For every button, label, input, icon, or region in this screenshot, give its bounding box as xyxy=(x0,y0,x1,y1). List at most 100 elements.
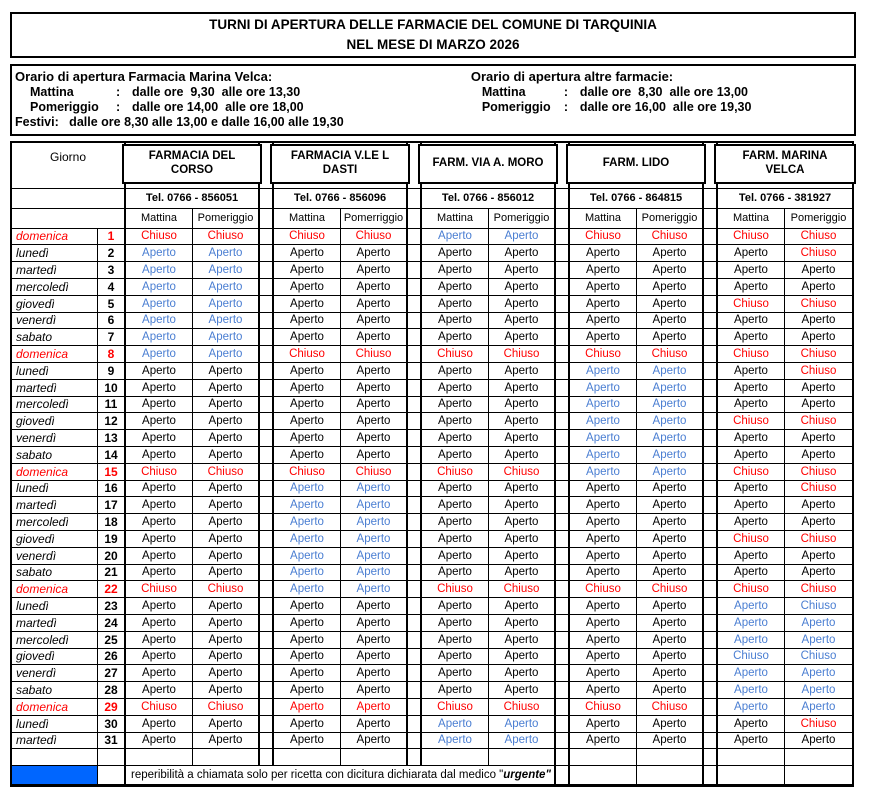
status-cell: Aperto xyxy=(341,413,408,431)
status-cell: Aperto xyxy=(274,278,341,296)
day-name-cell: lunedì xyxy=(12,362,98,380)
status-cell: Aperto xyxy=(341,396,408,414)
status-cell: Aperto xyxy=(637,598,704,615)
tel-cell: Tel. 0766 - 856012 xyxy=(422,188,556,209)
pharmacy-name-box: FARMACIA V.LE L DASTI xyxy=(270,143,410,184)
separator-cell xyxy=(260,665,274,683)
status-cell: Aperto xyxy=(570,598,637,615)
separator-cell xyxy=(260,245,274,263)
status-cell: Aperto xyxy=(637,329,704,347)
status-cell: Aperto xyxy=(274,379,341,397)
status-cell: Aperto xyxy=(193,446,260,464)
status-cell: Aperto xyxy=(570,362,637,380)
separator-cell xyxy=(260,463,274,481)
pharmacy-name-box: FARM. MARINA VELCA xyxy=(714,143,856,184)
status-cell: Chiuso xyxy=(785,296,852,313)
status-cell: Aperto xyxy=(193,665,260,683)
day-number-cell: 2 xyxy=(98,245,126,263)
status-cell: Chiuso xyxy=(718,346,785,363)
status-cell: Aperto xyxy=(193,530,260,548)
tel-cell: Tel. 0766 - 864815 xyxy=(570,188,704,209)
status-cell: Aperto xyxy=(422,564,489,582)
day-number-cell: 13 xyxy=(98,430,126,447)
status-cell: Aperto xyxy=(341,480,408,498)
status-cell: Chiuso xyxy=(637,228,704,246)
status-cell: Aperto xyxy=(489,446,556,464)
day-name-cell: martedì xyxy=(12,497,98,515)
status-cell: Aperto xyxy=(126,396,193,414)
separator-cell xyxy=(704,312,718,330)
status-cell: Aperto xyxy=(193,631,260,649)
day-name-cell: domenica xyxy=(12,228,98,246)
separator-cell xyxy=(260,278,274,296)
day-name-cell: domenica xyxy=(12,346,98,363)
status-cell: Aperto xyxy=(193,278,260,296)
separator-cell xyxy=(260,228,274,246)
hours-altre-pomeriggio: Pomeriggio : dalle ore 16,00 alle ore 19… xyxy=(468,100,854,115)
hours-festivi: Festivi: dalle ore 8,30 alle 13,00 e dal… xyxy=(15,114,344,129)
separator-cell xyxy=(260,362,274,380)
status-cell: Aperto xyxy=(718,598,785,615)
status-cell: Aperto xyxy=(193,413,260,431)
status-cell: Aperto xyxy=(637,430,704,447)
status-cell: Aperto xyxy=(274,362,341,380)
status-cell: Aperto xyxy=(718,698,785,716)
status-cell: Aperto xyxy=(126,379,193,397)
status-cell: Aperto xyxy=(341,329,408,347)
status-cell: Aperto xyxy=(637,614,704,632)
day-name-cell: domenica xyxy=(12,698,98,716)
status-cell: Aperto xyxy=(193,346,260,363)
status-cell: Aperto xyxy=(422,682,489,699)
separator-cell xyxy=(704,564,718,582)
status-cell: Aperto xyxy=(274,698,341,716)
separator-cell xyxy=(408,614,422,632)
empty-cell xyxy=(785,749,852,767)
separator-cell xyxy=(260,547,274,565)
status-cell: Aperto xyxy=(274,547,341,565)
separator-cell xyxy=(408,295,422,313)
status-cell: Aperto xyxy=(126,413,193,431)
day-name-cell: venerdì xyxy=(12,430,98,447)
status-cell: Aperto xyxy=(422,715,489,733)
status-cell: Aperto xyxy=(637,463,704,481)
status-cell: Aperto xyxy=(422,312,489,330)
status-cell: Aperto xyxy=(718,497,785,515)
day-name-cell: giovedì xyxy=(12,648,98,666)
separator-cell xyxy=(260,430,274,447)
separator-cell xyxy=(704,682,718,699)
empty-cell xyxy=(718,766,785,786)
separator-cell xyxy=(260,631,274,649)
status-cell: Aperto xyxy=(193,598,260,615)
status-cell: Aperto xyxy=(126,614,193,632)
day-number-cell: 27 xyxy=(98,665,126,683)
note-emphasis: urgente xyxy=(503,769,546,782)
status-cell: Aperto xyxy=(274,514,341,531)
separator-cell xyxy=(704,732,718,750)
mattina-header-cell: Mattina xyxy=(422,208,489,229)
separator-cell xyxy=(408,208,422,229)
separator-cell xyxy=(556,648,570,666)
status-cell: Aperto xyxy=(422,446,489,464)
separator-cell xyxy=(556,480,570,498)
separator-cell xyxy=(556,329,570,347)
hours-velca-pomeriggio: Pomeriggio : dalle ore 14,00 alle ore 18… xyxy=(12,100,450,115)
status-cell: Aperto xyxy=(274,262,341,279)
status-cell: Aperto xyxy=(718,514,785,531)
status-cell: Chiuso xyxy=(785,229,852,246)
status-cell: Aperto xyxy=(637,312,704,330)
status-cell: Aperto xyxy=(422,413,489,431)
status-cell: Chiuso xyxy=(126,228,193,246)
status-cell: Chiuso xyxy=(274,463,341,481)
hours-velca-mattina: Mattina : dalle ore 9,30 alle ore 13,30 xyxy=(12,85,450,100)
status-cell: Aperto xyxy=(489,413,556,431)
separator-cell xyxy=(556,766,570,786)
day-number-cell: 14 xyxy=(98,446,126,464)
day-name-cell: venerdì xyxy=(12,312,98,330)
status-cell: Aperto xyxy=(718,278,785,296)
status-cell: Aperto xyxy=(341,312,408,330)
status-cell: Chiuso xyxy=(341,346,408,363)
status-cell: Aperto xyxy=(193,379,260,397)
hours-velca-heading: Orario di apertura Farmacia Marina Velca… xyxy=(15,69,273,84)
status-cell: Aperto xyxy=(637,631,704,649)
separator-cell xyxy=(260,446,274,464)
